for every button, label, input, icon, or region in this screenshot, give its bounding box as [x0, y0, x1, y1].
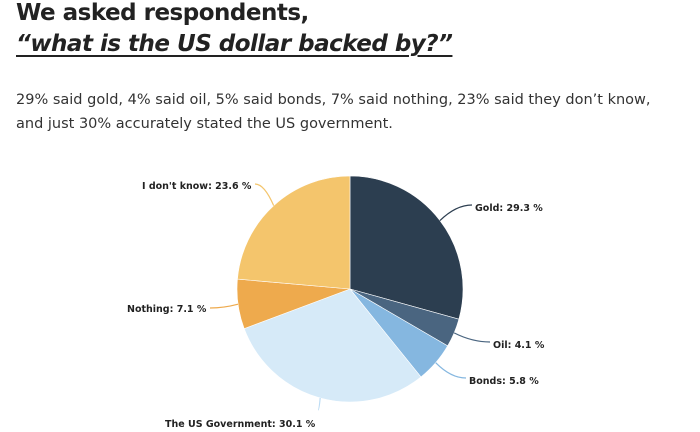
pie-slice-the-us-government [243, 288, 422, 403]
connector-line [209, 303, 239, 309]
connector-line [439, 204, 473, 222]
connector-line [317, 397, 321, 411]
connector-line [453, 332, 491, 343]
data-label: The US Government: 30.1 % [165, 419, 316, 430]
connector-line [254, 183, 275, 206]
pie-slice-i-don-t-know [237, 175, 351, 290]
data-label: Nothing: 7.1 % [127, 304, 207, 315]
title-question: “what is the US dollar backed by?” [16, 31, 453, 57]
description-line-2: and just 30% accurately stated the US go… [16, 116, 393, 132]
data-label: Gold: 29.3 % [475, 203, 543, 214]
data-label: Oil: 4.1 % [493, 340, 545, 351]
description-line-1: 29% said gold, 4% said oil, 5% said bond… [16, 92, 651, 108]
connector-line [435, 362, 467, 379]
data-label: Bonds: 5.8 % [469, 376, 539, 387]
data-label: I don't know: 23.6 % [142, 181, 252, 192]
description: 29% said gold, 4% said oil, 5% said bond… [16, 88, 700, 136]
title-line-1: We asked respondents, [16, 0, 309, 26]
